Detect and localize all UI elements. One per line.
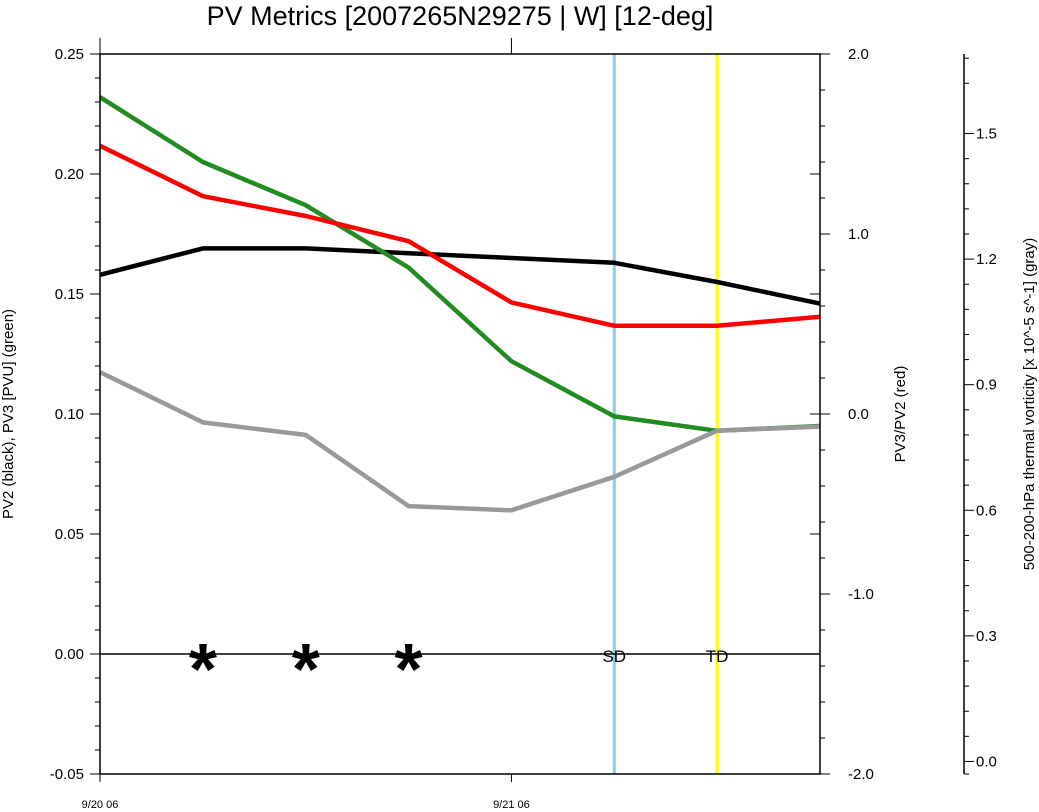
right-tick-label-4: 2.0: [848, 46, 869, 63]
far-right-axis-label: 500-200-hPa thermal vorticity [x 10^-5 s…: [1021, 238, 1038, 571]
series-line-1: [98, 95, 821, 434]
left-tick-label-4: 0.15: [55, 286, 84, 303]
left-tick-label-6: 0.25: [55, 46, 84, 63]
star-marker-0: *: [189, 630, 217, 710]
star-marker-1: *: [292, 630, 320, 710]
x-tick-label-0: 9/20 06: [82, 799, 119, 811]
right-axis-label: PV3/PV2 (red): [892, 366, 909, 463]
left-tick-label-5: 0.20: [55, 166, 84, 183]
left-axis: -0.05 0.00 0.05 0.10 0.15 0.20 0.25: [50, 46, 820, 783]
left-tick-label-0: -0.05: [50, 766, 84, 783]
far-tick-label-1: 0.3: [976, 628, 997, 645]
vertical-marker-label-0: SD: [602, 647, 626, 666]
right-tick-label-2: 0.0: [848, 406, 869, 423]
left-tick-label-3: 0.10: [55, 406, 84, 423]
far-tick-label-0: 0.0: [976, 753, 997, 770]
chart-title: PV Metrics [2007265N29275 | W] [12-deg]: [207, 1, 714, 31]
left-tick-label-2: 0.05: [55, 526, 84, 543]
far-tick-label-3: 0.9: [976, 377, 997, 394]
series-line-3: [99, 370, 821, 513]
vertical-markers: [612, 54, 719, 774]
series-line-2: [99, 143, 821, 329]
left-axis-label: PV2 (black), PV3 [PVU] (green): [0, 309, 17, 519]
vertical-marker-label-1: TD: [706, 647, 729, 666]
star-marker-2: *: [395, 630, 423, 710]
far-tick-label-4: 1.2: [976, 251, 997, 268]
series-line-0: [99, 246, 821, 306]
right-tick-label-0: -2.0: [848, 766, 874, 783]
right-tick-label-3: 1.0: [848, 226, 869, 243]
right-tick-label-1: -1.0: [848, 586, 874, 603]
left-tick-label-1: 0.00: [55, 646, 84, 663]
far-right-axis: 0.0 0.3 0.6 0.9 1.2 1.5: [963, 54, 997, 775]
vertical-marker-labels: SD TD: [602, 647, 728, 666]
series-lines: [98, 95, 821, 513]
far-tick-label-2: 0.6: [976, 502, 997, 519]
x-axis: 9/20 06 9/21 06: [82, 38, 530, 811]
far-tick-label-5: 1.5: [976, 126, 997, 143]
x-tick-label-1: 9/21 06: [493, 799, 530, 811]
star-markers: * * *: [189, 630, 423, 710]
right-axis: -2.0 -1.0 0.0 1.0 2.0: [820, 46, 874, 783]
